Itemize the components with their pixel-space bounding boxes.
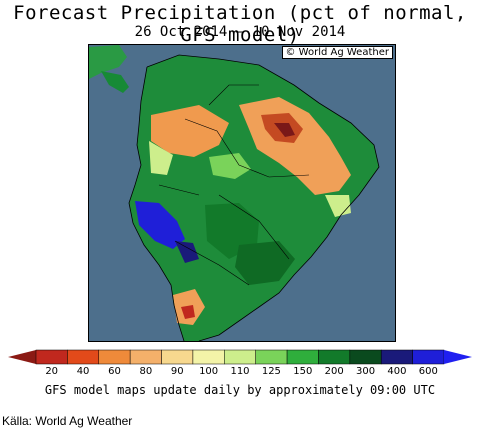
colorbar-bin [380,349,413,365]
colorbar-bin [98,349,131,365]
wet-zone-south [235,241,295,285]
very-wet-zone-andes [135,201,185,249]
country-borders [158,84,310,286]
colorbar-bin [129,349,162,365]
colorbar-tick-label: 200 [324,366,344,377]
precipitation-map: © World Ag Weather [88,44,396,342]
colorbar-bin [349,349,382,365]
colorbar-bin [35,349,68,365]
central-america-land [89,45,127,79]
map-canvas [89,45,395,341]
colorbar-bin [192,349,225,365]
very-dry-zone-south [181,305,195,319]
update-note: GFS model maps update daily by approxima… [44,383,436,397]
colorbar-tick-label: 40 [76,366,90,377]
colorbar-bin [224,349,256,365]
colorbar-bin [412,349,445,365]
near-normal-zone [209,153,251,179]
dry-zone-north [151,105,229,157]
map-credit: © World Ag Weather [281,46,393,59]
colorbar-tick-label: 100 [199,366,219,377]
colorbar-tick-label: 150 [293,366,313,377]
date-range: 26 Oct 2014 – 10 Nov 2014 [134,24,346,40]
colorbar-tick-label: 20 [45,366,59,377]
colorbar-tick-label: 90 [170,366,184,377]
isthmus-land [101,71,129,93]
coastline-west [128,66,185,341]
colorbar [8,349,472,365]
extreme-dry-zone [274,123,295,137]
colorbar-bins [35,349,445,365]
colorbar-tick-label: 80 [139,366,153,377]
colorbar-tick-label: 400 [387,366,407,377]
colorbar-high-arrow [444,350,472,364]
colorbar-bin [161,349,194,365]
colorbar-bin [67,349,100,365]
colorbar-bin [318,349,351,365]
source-credit: Källa: World Ag Weather [2,414,133,428]
map-title: Forecast Precipitation (pct of normal, G… [13,2,467,46]
colorbar-tick-label: 60 [108,366,121,377]
colorbar-tick-label: 600 [418,366,438,377]
colorbar-low-arrow [8,350,36,364]
wet-zone-bolivia [175,241,199,263]
coastline-east [146,54,380,341]
colorbar-tick-label: 110 [230,366,250,377]
moist-zone-west [149,141,173,175]
colorbar-bin [286,349,319,365]
colorbar-tick-label: 300 [355,366,376,377]
colorbar-tick-label: 125 [261,366,281,377]
colorbar-bin [255,349,288,365]
